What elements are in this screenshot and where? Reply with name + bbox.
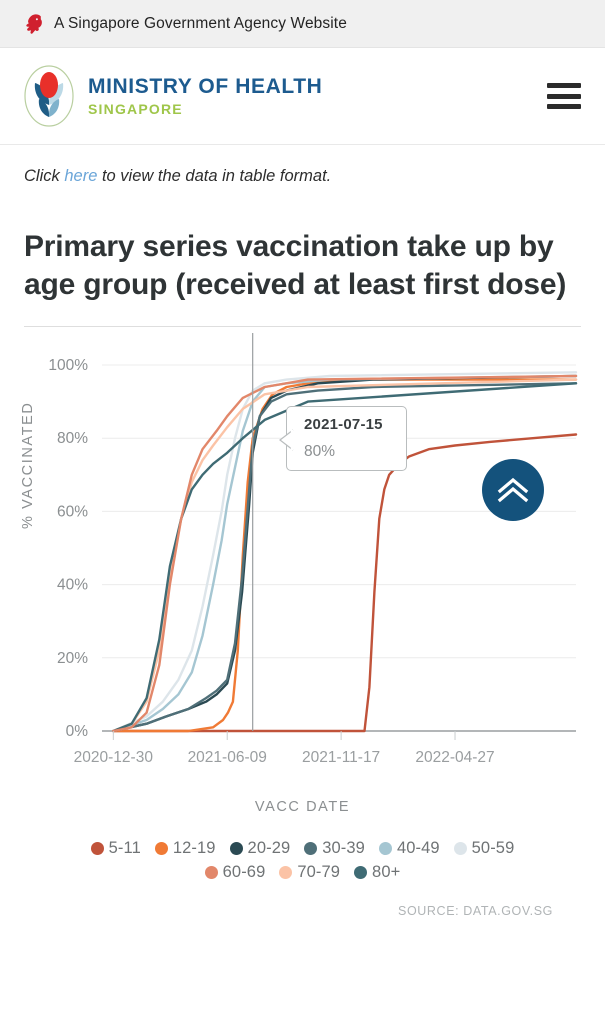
source-text: SOURCE: DATA.GOV.SG: [398, 903, 553, 918]
legend-item-5-11[interactable]: 5-11: [90, 838, 141, 858]
moh-logo[interactable]: MINISTRY OF HEALTH SINGAPORE: [24, 65, 322, 127]
hamburger-menu-icon[interactable]: [547, 83, 581, 109]
legend-color-dot: [453, 841, 467, 855]
chart-legend[interactable]: 5-11 12-19 20-29 30-39 40-49 50-59 60-69 70-79 8…: [24, 839, 581, 882]
legend-label: 50-59: [471, 838, 515, 857]
legend-label: 30-39: [322, 838, 365, 857]
table-link-prefix: Click: [24, 167, 65, 185]
y-tick-label: 60%: [57, 503, 88, 520]
series-line-50-59[interactable]: [112, 370, 578, 732]
y-tick-label: 0%: [66, 723, 89, 740]
series-line-5-11[interactable]: [112, 432, 578, 732]
legend-color-dot: [354, 865, 368, 879]
chart-card: Primary series vaccination take up by ag…: [0, 228, 605, 918]
site-header: MINISTRY OF HEALTH SINGAPORE: [0, 48, 605, 145]
title-divider: [24, 325, 581, 327]
y-tick-label: 40%: [57, 576, 88, 593]
series-line-60-69[interactable]: [112, 374, 578, 732]
legend-color-dot: [304, 841, 318, 855]
scroll-to-top-button[interactable]: [482, 458, 544, 521]
legend-color-dot: [154, 841, 168, 855]
legend-label: 80+: [372, 862, 401, 881]
y-tick-label: 100%: [48, 357, 88, 374]
chevron-up-icon: [497, 477, 529, 502]
legend-label: 40-49: [396, 838, 440, 857]
table-format-line: Click here to view the data in table for…: [0, 145, 605, 186]
page-title: Primary series vaccination take up by ag…: [24, 230, 567, 301]
hamburger-bar: [547, 93, 581, 99]
legend-item-12-19[interactable]: 12-19: [154, 838, 216, 858]
legend-color-dot: [204, 865, 218, 879]
view-table-link[interactable]: here: [64, 167, 98, 185]
chart-plot-area[interactable]: 0% 20% 40% 60% 80% 100% 2020-12-30 2021-06-09 20…: [20, 332, 581, 833]
logo-title: MINISTRY OF HEALTH: [88, 75, 323, 98]
y-tick-label: 20%: [57, 649, 88, 666]
logo-subtitle: SINGAPORE: [88, 101, 183, 117]
legend-item-20-29[interactable]: 20-29: [229, 838, 291, 858]
legend-item-70-79[interactable]: 70-79: [279, 863, 340, 882]
x-tick-label: 2021-11-17: [302, 749, 380, 766]
x-tick-label: 2021-06-09: [188, 749, 267, 766]
legend-label: 20-29: [247, 838, 291, 857]
series-line-30-39[interactable]: [112, 381, 578, 732]
series-line-80+[interactable]: [112, 381, 578, 732]
legend-label: 12-19: [172, 838, 216, 857]
legend-label: 60-69: [222, 862, 266, 881]
legend-color-dot: [229, 841, 243, 855]
y-axis-label: % VACCINATED: [20, 401, 36, 529]
x-tick-label: 2022-04-27: [415, 749, 494, 766]
hamburger-bar: [547, 83, 581, 88]
legend-item-30-39[interactable]: 30-39: [304, 839, 365, 858]
chart-tooltip: 2021-07-15 80%: [279, 405, 407, 471]
legend-item-80+[interactable]: 80+: [354, 863, 400, 882]
legend-item-40-49[interactable]: 40-49: [378, 838, 440, 858]
gov-banner: A Singapore Government Agency Website: [0, 0, 605, 48]
legend-color-dot: [90, 841, 104, 855]
hamburger-bar: [547, 104, 581, 109]
y-tick-label: 80%: [57, 430, 88, 447]
tooltip-value: 80%: [304, 442, 336, 460]
x-axis-label: VACC DATE: [254, 798, 351, 815]
moh-lotus-logo-icon: [24, 65, 74, 127]
table-link-suffix: to view the data in table format.: [97, 167, 332, 185]
singapore-lion-icon: [26, 13, 42, 34]
legend-item-50-59[interactable]: 50-59: [453, 838, 515, 858]
tooltip-arrow-icon: [279, 429, 294, 451]
gov-banner-text: A Singapore Government Agency Website: [54, 14, 347, 32]
x-tick-label: 2020-12-30: [74, 749, 154, 766]
legend-label: 5-11: [108, 838, 141, 857]
tooltip-date: 2021-07-15: [304, 415, 383, 433]
line-chart-svg[interactable]: 0% 20% 40% 60% 80% 100% 2020-12-30 2021-06-09 20…: [24, 332, 581, 833]
legend-color-dot: [279, 865, 293, 879]
legend-item-60-69[interactable]: 60-69: [204, 862, 266, 882]
legend-color-dot: [378, 841, 392, 855]
legend-label: 70-79: [297, 862, 341, 881]
